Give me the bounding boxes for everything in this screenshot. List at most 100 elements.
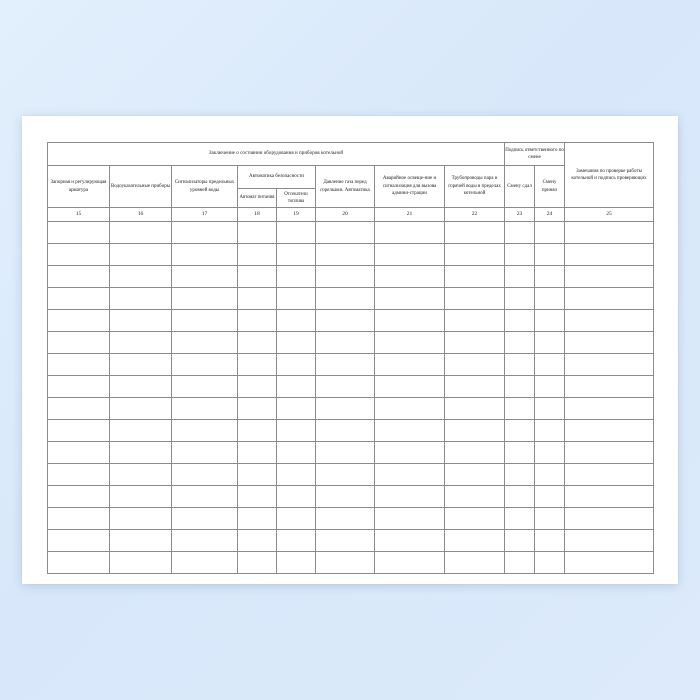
table-cell[interactable] bbox=[443, 331, 506, 354]
table-cell[interactable] bbox=[443, 419, 506, 442]
table-cell[interactable] bbox=[534, 309, 566, 332]
table-cell[interactable] bbox=[237, 265, 277, 288]
table-cell[interactable] bbox=[504, 221, 536, 244]
table-row[interactable] bbox=[47, 375, 655, 398]
table-cell[interactable] bbox=[443, 507, 506, 530]
table-cell[interactable] bbox=[443, 221, 506, 244]
table-row[interactable] bbox=[47, 353, 655, 376]
table-cell[interactable] bbox=[504, 529, 536, 552]
table-cell[interactable] bbox=[171, 221, 238, 244]
table-cell[interactable] bbox=[564, 331, 655, 354]
table-cell[interactable] bbox=[47, 441, 110, 464]
table-cell[interactable] bbox=[109, 529, 172, 552]
table-cell[interactable] bbox=[534, 507, 566, 530]
table-cell[interactable] bbox=[237, 551, 277, 574]
table-cell[interactable] bbox=[171, 243, 238, 266]
table-cell[interactable] bbox=[237, 287, 277, 310]
table-cell[interactable] bbox=[171, 287, 238, 310]
table-cell[interactable] bbox=[534, 243, 566, 266]
table-cell[interactable] bbox=[564, 485, 655, 508]
table-row[interactable] bbox=[47, 507, 655, 530]
table-cell[interactable] bbox=[443, 265, 506, 288]
table-cell[interactable] bbox=[504, 463, 536, 486]
table-cell[interactable] bbox=[374, 419, 445, 442]
table-cell[interactable] bbox=[47, 397, 110, 420]
table-cell[interactable] bbox=[47, 287, 110, 310]
table-cell[interactable] bbox=[47, 265, 110, 288]
table-cell[interactable] bbox=[534, 375, 566, 398]
table-cell[interactable] bbox=[276, 507, 316, 530]
table-cell[interactable] bbox=[47, 529, 110, 552]
table-cell[interactable] bbox=[237, 485, 277, 508]
table-cell[interactable] bbox=[276, 375, 316, 398]
table-cell[interactable] bbox=[276, 309, 316, 332]
table-cell[interactable] bbox=[276, 551, 316, 574]
table-cell[interactable] bbox=[109, 309, 172, 332]
table-cell[interactable] bbox=[374, 485, 445, 508]
table-cell[interactable] bbox=[47, 375, 110, 398]
table-cell[interactable] bbox=[171, 463, 238, 486]
table-cell[interactable] bbox=[564, 529, 655, 552]
table-cell[interactable] bbox=[47, 463, 110, 486]
table-cell[interactable] bbox=[237, 353, 277, 376]
table-cell[interactable] bbox=[315, 419, 375, 442]
table-cell[interactable] bbox=[504, 419, 536, 442]
table-cell[interactable] bbox=[171, 551, 238, 574]
table-cell[interactable] bbox=[237, 221, 277, 244]
table-cell[interactable] bbox=[171, 375, 238, 398]
table-cell[interactable] bbox=[109, 551, 172, 574]
table-row[interactable] bbox=[47, 419, 655, 442]
table-cell[interactable] bbox=[504, 353, 536, 376]
table-cell[interactable] bbox=[504, 331, 536, 354]
table-cell[interactable] bbox=[109, 353, 172, 376]
table-cell[interactable] bbox=[237, 331, 277, 354]
table-cell[interactable] bbox=[237, 463, 277, 486]
table-cell[interactable] bbox=[564, 507, 655, 530]
table-cell[interactable] bbox=[443, 551, 506, 574]
table-cell[interactable] bbox=[443, 243, 506, 266]
table-cell[interactable] bbox=[276, 353, 316, 376]
table-cell[interactable] bbox=[109, 243, 172, 266]
table-cell[interactable] bbox=[171, 507, 238, 530]
table-row[interactable] bbox=[47, 397, 655, 420]
table-cell[interactable] bbox=[564, 551, 655, 574]
table-row[interactable] bbox=[47, 221, 655, 244]
table-row[interactable] bbox=[47, 441, 655, 464]
table-cell[interactable] bbox=[504, 287, 536, 310]
table-cell[interactable] bbox=[109, 265, 172, 288]
table-cell[interactable] bbox=[443, 463, 506, 486]
table-cell[interactable] bbox=[564, 441, 655, 464]
table-cell[interactable] bbox=[276, 485, 316, 508]
table-cell[interactable] bbox=[443, 309, 506, 332]
table-cell[interactable] bbox=[504, 485, 536, 508]
table-cell[interactable] bbox=[504, 551, 536, 574]
table-cell[interactable] bbox=[443, 287, 506, 310]
table-cell[interactable] bbox=[374, 463, 445, 486]
table-cell[interactable] bbox=[374, 551, 445, 574]
table-cell[interactable] bbox=[276, 243, 316, 266]
table-cell[interactable] bbox=[171, 265, 238, 288]
table-cell[interactable] bbox=[534, 529, 566, 552]
table-cell[interactable] bbox=[171, 353, 238, 376]
table-cell[interactable] bbox=[504, 243, 536, 266]
table-cell[interactable] bbox=[109, 331, 172, 354]
table-cell[interactable] bbox=[237, 397, 277, 420]
table-cell[interactable] bbox=[171, 309, 238, 332]
table-row[interactable] bbox=[47, 309, 655, 332]
table-cell[interactable] bbox=[443, 353, 506, 376]
table-cell[interactable] bbox=[374, 287, 445, 310]
table-cell[interactable] bbox=[237, 529, 277, 552]
table-cell[interactable] bbox=[171, 529, 238, 552]
table-cell[interactable] bbox=[47, 507, 110, 530]
table-cell[interactable] bbox=[276, 397, 316, 420]
table-cell[interactable] bbox=[315, 529, 375, 552]
table-row[interactable] bbox=[47, 287, 655, 310]
table-cell[interactable] bbox=[374, 529, 445, 552]
table-cell[interactable] bbox=[564, 309, 655, 332]
table-cell[interactable] bbox=[534, 221, 566, 244]
table-cell[interactable] bbox=[237, 419, 277, 442]
table-cell[interactable] bbox=[504, 375, 536, 398]
table-cell[interactable] bbox=[504, 441, 536, 464]
table-cell[interactable] bbox=[443, 397, 506, 420]
table-cell[interactable] bbox=[109, 463, 172, 486]
